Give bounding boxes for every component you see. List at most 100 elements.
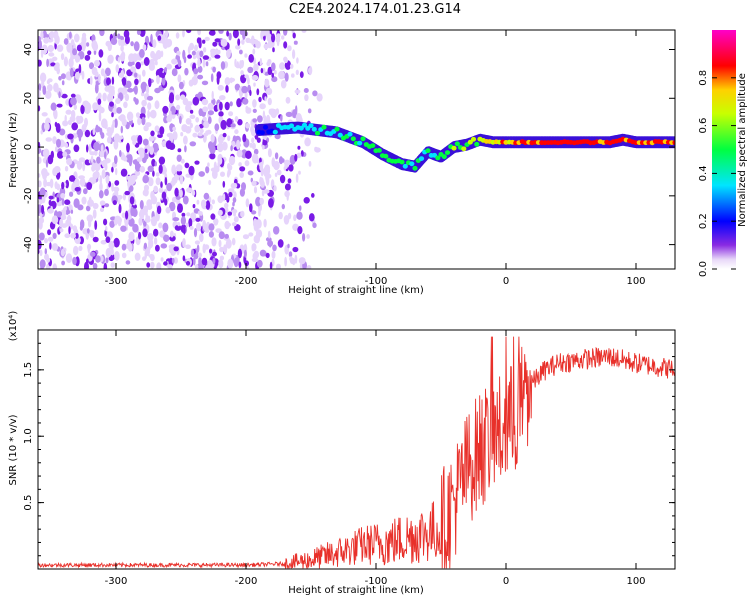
colorbar-tick-label: 0.0: [698, 261, 709, 277]
heatmap-speckle: [127, 61, 134, 67]
heatmap-speckle: [171, 257, 175, 264]
heatmap-speckle: [208, 179, 212, 186]
heatmap-speckle: [86, 243, 92, 250]
heatmap-speckle: [283, 41, 288, 49]
heatmap-speckle: [166, 115, 172, 123]
heatmap-speckle: [128, 231, 135, 242]
heatmap-speckle: [45, 159, 49, 168]
heatmap-speckle: [256, 137, 261, 143]
heatmap-speckle: [74, 178, 80, 189]
heatmap-speckle: [179, 115, 182, 124]
heatmap-speckle: [125, 80, 132, 89]
heatmap-speckle: [292, 246, 299, 253]
ridge-point: [350, 136, 356, 142]
heatmap-speckle: [185, 173, 191, 178]
heatmap-speckle: [300, 150, 304, 157]
heatmap-speckle: [192, 256, 196, 266]
heatmap-speckle: [237, 248, 242, 259]
heatmap-speckle: [125, 210, 129, 220]
heatmap-speckle: [61, 181, 65, 190]
heatmap-speckle: [181, 212, 186, 217]
heatmap-speckle: [226, 49, 232, 54]
heatmap-speckle: [61, 80, 65, 86]
heatmap-speckle: [226, 30, 230, 37]
heatmap-speckle: [61, 93, 68, 99]
heatmap-speckle: [154, 161, 157, 167]
heatmap-speckle: [234, 58, 237, 68]
heatmap-speckle: [207, 259, 213, 268]
heatmap-speckle: [44, 122, 50, 131]
heatmap-speckle: [103, 218, 108, 226]
heatmap-speckle: [104, 151, 107, 160]
ridge-point: [347, 131, 353, 137]
heatmap-speckle: [295, 173, 299, 183]
heatmap-speckle: [99, 30, 105, 37]
heatmap-speckle: [219, 101, 223, 111]
heatmap-speckle: [38, 83, 42, 92]
heatmap-speckle: [211, 199, 215, 205]
heatmap-speckle: [296, 152, 302, 159]
heatmap-speckle: [182, 238, 186, 248]
heatmap-speckle: [236, 139, 241, 150]
heatmap-speckle: [44, 253, 49, 261]
heatmap-speckle: [126, 142, 130, 153]
heatmap-speckle: [66, 158, 73, 166]
heatmap-speckle: [120, 225, 127, 232]
heatmap-speckle: [268, 108, 276, 113]
x-tick-label: -100: [365, 276, 388, 287]
heatmap-speckle: [175, 32, 180, 39]
heatmap-speckle: [241, 85, 248, 94]
heatmap-speckle: [87, 50, 92, 56]
heatmap-speckle: [65, 179, 69, 189]
heatmap-speckle: [224, 233, 229, 239]
heatmap-speckle: [166, 63, 172, 70]
heatmap-speckle: [230, 145, 233, 152]
heatmap-speckle: [239, 60, 242, 70]
heatmap-speckle: [263, 218, 267, 228]
heatmap-speckle: [141, 85, 145, 94]
heatmap-speckle: [278, 156, 284, 165]
heatmap-speckle: [298, 257, 306, 265]
heatmap-speckle: [167, 264, 173, 269]
heatmap-speckle: [106, 77, 111, 86]
heatmap-speckle: [156, 262, 162, 269]
heatmap-speckle: [202, 58, 206, 68]
heatmap-speckle: [38, 89, 41, 99]
heatmap-speckle: [109, 220, 115, 228]
heatmap-speckle: [278, 211, 283, 220]
heatmap-speckle: [251, 142, 256, 150]
heatmap-speckle: [51, 215, 59, 225]
heatmap-speckle: [104, 203, 110, 208]
heatmap-speckle: [202, 243, 206, 254]
heatmap-speckle: [66, 42, 73, 53]
heatmap-speckle: [182, 255, 186, 262]
heatmap-speckle: [276, 33, 281, 38]
heatmap-speckle: [191, 76, 198, 86]
heatmap-speckle: [39, 72, 47, 83]
heatmap-speckle: [135, 112, 141, 118]
heatmap-speckle: [111, 166, 114, 173]
heatmap-speckle: [38, 217, 45, 224]
heatmap-speckle: [120, 45, 124, 52]
x-tick-label: -100: [365, 576, 388, 587]
heatmap-speckle: [172, 126, 177, 132]
heatmap-speckle: [208, 223, 215, 231]
heatmap-speckle: [222, 193, 226, 202]
heatmap-speckle: [81, 35, 87, 44]
heatmap-speckle: [137, 147, 145, 156]
heatmap-speckle: [60, 53, 65, 61]
heatmap-speckle: [316, 93, 323, 102]
heatmap-speckle: [44, 248, 47, 255]
y-tick-label: -20: [23, 188, 34, 204]
heatmap-speckle: [53, 166, 61, 174]
heatmap-speckle: [207, 162, 210, 168]
heatmap-speckle: [251, 245, 256, 252]
heatmap-speckle: [46, 265, 51, 269]
heatmap-speckle: [50, 205, 53, 213]
heatmap-speckle: [209, 144, 216, 154]
heatmap-speckle: [292, 49, 296, 60]
heatmap-speckle: [178, 81, 184, 90]
heatmap-speckle: [294, 153, 298, 162]
heatmap-speckle: [92, 236, 99, 243]
heatmap-speckle: [144, 217, 151, 223]
